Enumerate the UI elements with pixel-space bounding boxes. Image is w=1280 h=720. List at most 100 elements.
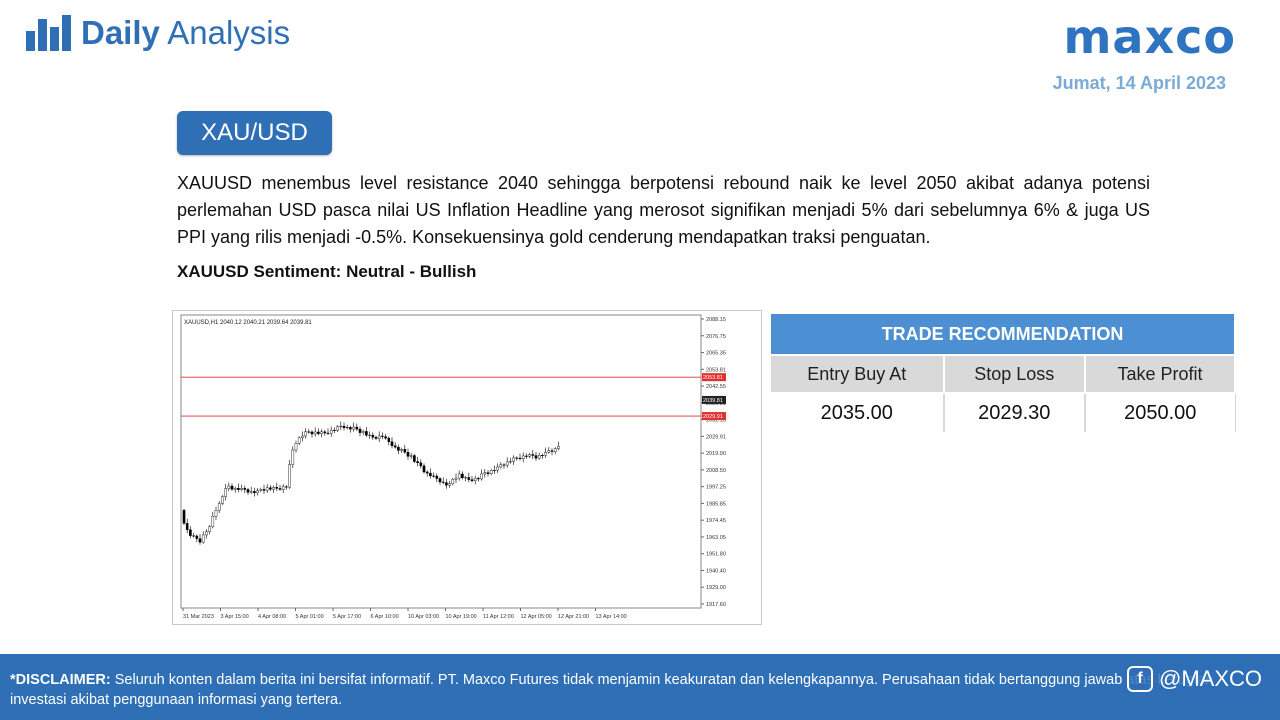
y-tick-label: 2088.15 bbox=[706, 317, 726, 323]
x-tick-label: 12 Apr 21:00 bbox=[558, 614, 589, 620]
candle-body bbox=[377, 435, 381, 439]
price-chart-svg: XAUUSD,H1 2040.12 2040.21 2039.64 2039.8… bbox=[180, 314, 726, 620]
value-entry: 2035.00 bbox=[769, 392, 945, 434]
candle-body bbox=[182, 510, 186, 524]
candle-body bbox=[464, 477, 467, 479]
candle-body bbox=[297, 437, 301, 444]
bar-chart-icon bbox=[26, 15, 71, 51]
candle-body bbox=[272, 487, 275, 490]
candle-body bbox=[544, 451, 547, 456]
x-tick-label: 10 Apr 19:00 bbox=[446, 614, 477, 620]
x-tick-label: 4 Apr 08:00 bbox=[258, 614, 286, 620]
x-tick-label: 3 Apr 15:00 bbox=[221, 614, 249, 620]
candle-body bbox=[269, 487, 272, 490]
y-tick-label: 2042.55 bbox=[706, 384, 726, 390]
y-tick-label: 1997.25 bbox=[706, 485, 726, 491]
candle-body bbox=[403, 449, 407, 453]
candle-body bbox=[448, 483, 451, 486]
candle-body bbox=[473, 478, 477, 482]
candle-body bbox=[291, 449, 295, 465]
y-tick-label: 1940.40 bbox=[706, 568, 726, 574]
y-tick-label: 2031.15 bbox=[706, 418, 726, 424]
candle-body bbox=[345, 427, 349, 429]
col-entry: Entry Buy At bbox=[769, 354, 945, 394]
candle-body bbox=[301, 435, 304, 439]
chart-title: XAUUSD,H1 2040.12 2040.21 2039.64 2039.8… bbox=[184, 320, 312, 326]
candle-body bbox=[509, 461, 512, 463]
trade-recommendation-table: TRADE RECOMMENDATION Entry Buy At Stop L… bbox=[769, 312, 1236, 434]
maxco-logo: maxco bbox=[1063, 10, 1236, 64]
x-tick-label: 6 Apr 10:00 bbox=[371, 614, 399, 620]
candle-body bbox=[483, 472, 487, 475]
level-label: 2029.91 bbox=[703, 414, 723, 420]
candle-body bbox=[342, 425, 346, 429]
candle-body bbox=[313, 431, 317, 435]
value-take-profit: 2050.00 bbox=[1084, 392, 1235, 434]
y-tick-label: 2019.90 bbox=[706, 451, 726, 457]
candle-body bbox=[368, 434, 371, 436]
candle-body bbox=[432, 475, 435, 477]
candle-body bbox=[387, 437, 391, 442]
candle-body bbox=[429, 472, 432, 477]
candle-body bbox=[445, 482, 448, 486]
candle-body bbox=[233, 488, 237, 490]
candle-body bbox=[243, 488, 247, 490]
pair-badge: XAU/USD bbox=[177, 111, 332, 155]
candle-body bbox=[461, 473, 464, 478]
candle-body bbox=[275, 487, 279, 489]
y-tick-label: 1985.85 bbox=[706, 501, 726, 507]
y-tick-label: 1917.60 bbox=[706, 602, 726, 608]
candle-body bbox=[547, 450, 551, 453]
candle-body bbox=[550, 450, 554, 452]
candle-body bbox=[256, 490, 259, 494]
candle-body bbox=[467, 477, 471, 480]
candle-body bbox=[221, 496, 224, 504]
candle-body bbox=[320, 431, 323, 434]
candle-body bbox=[358, 428, 362, 433]
level-tag bbox=[702, 373, 726, 382]
candle-body bbox=[537, 455, 541, 459]
candle-body bbox=[230, 485, 234, 490]
y-tick-label: 2065.35 bbox=[706, 351, 726, 357]
candle-body bbox=[384, 436, 387, 439]
candle-body bbox=[521, 455, 525, 460]
candle-body bbox=[486, 472, 490, 474]
candle-body bbox=[413, 455, 416, 462]
candle-body bbox=[208, 526, 211, 532]
candle-body bbox=[192, 535, 195, 537]
sentiment-label: XAUUSD Sentiment: Neutral - Bullish bbox=[177, 262, 477, 281]
candle-body bbox=[205, 531, 208, 536]
candle-body bbox=[227, 485, 231, 489]
candle-body bbox=[480, 473, 483, 480]
x-tick-label: 5 Apr 01:00 bbox=[296, 614, 324, 620]
level-tag bbox=[702, 412, 726, 421]
candle-body bbox=[352, 426, 355, 430]
candle-body bbox=[409, 455, 413, 457]
y-tick-label: 2008.50 bbox=[706, 468, 726, 474]
x-tick-label: 11 Apr 12:00 bbox=[483, 614, 514, 620]
y-tick-label: 1951.80 bbox=[706, 552, 726, 558]
social-handle[interactable]: f @MAXCO bbox=[1122, 664, 1266, 694]
candle-body bbox=[307, 431, 311, 433]
candle-body bbox=[349, 427, 352, 430]
candle-body bbox=[371, 434, 375, 438]
y-tick-label: 2076.75 bbox=[706, 334, 726, 340]
candle-body bbox=[528, 454, 531, 457]
candle-body bbox=[557, 446, 560, 449]
candle-body bbox=[454, 477, 458, 480]
level-tag bbox=[702, 395, 726, 404]
candle-body bbox=[422, 465, 426, 473]
candle-body bbox=[406, 452, 410, 457]
candle-body bbox=[259, 489, 263, 491]
candle-body bbox=[518, 457, 522, 460]
col-stop-loss: Stop Loss bbox=[942, 354, 1087, 394]
candle-body bbox=[249, 491, 253, 493]
level-label: 2039.81 bbox=[703, 398, 723, 404]
candle-body bbox=[502, 464, 506, 466]
candle-body bbox=[246, 489, 250, 493]
candle-body bbox=[365, 431, 368, 436]
candle-body bbox=[310, 431, 314, 435]
candle-body bbox=[285, 486, 288, 488]
report-date: Jumat, 14 April 2023 bbox=[1052, 73, 1226, 93]
x-tick-label: 13 Apr 14:00 bbox=[596, 614, 627, 620]
